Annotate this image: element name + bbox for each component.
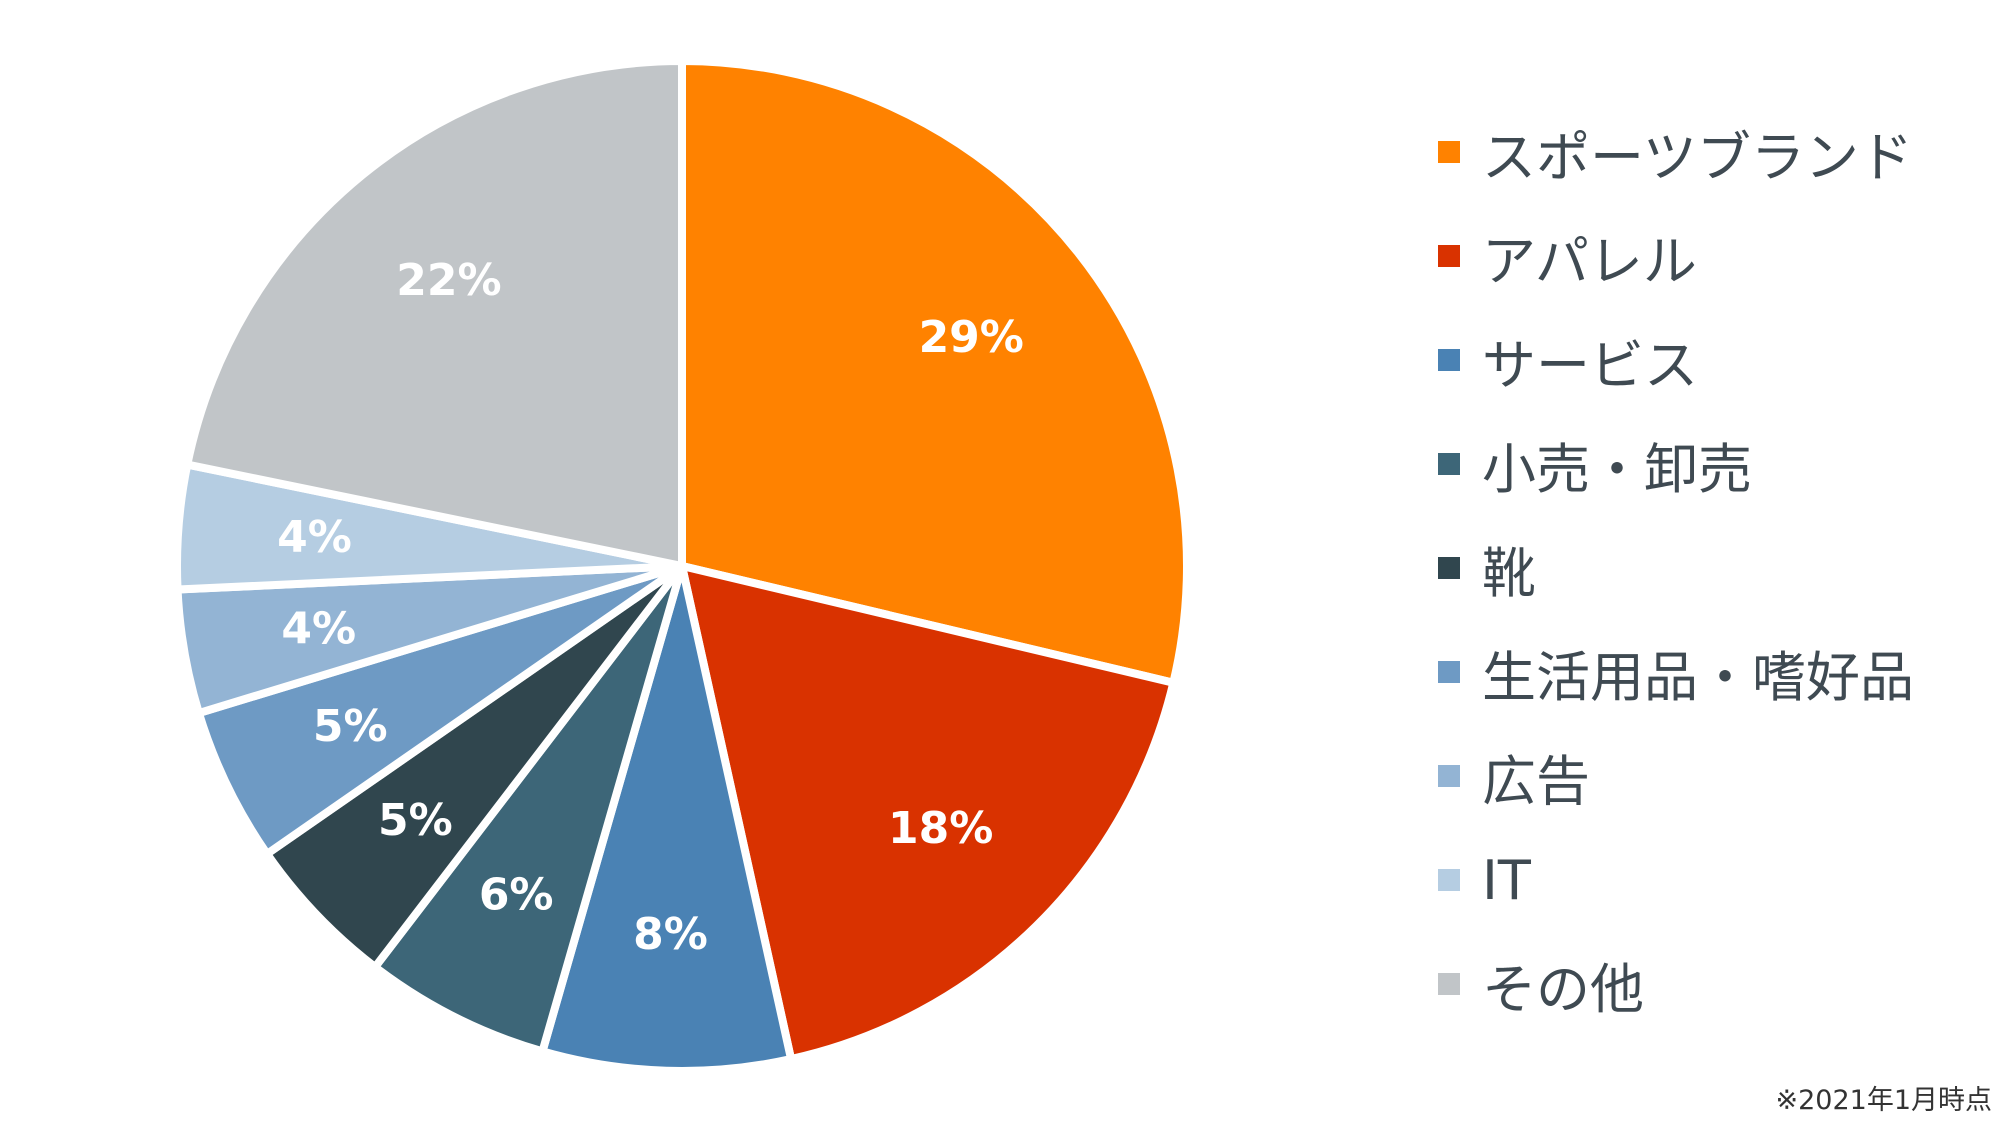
legend-label: アパレル: [1482, 229, 1697, 293]
legend-item: アパレル: [1438, 204, 1978, 308]
pie-value-label: 8%: [633, 909, 708, 960]
pie-value-label: 22%: [396, 255, 501, 306]
pie-value-label: 29%: [919, 312, 1024, 363]
legend-item: 生活用品・嗜好品: [1438, 620, 1978, 724]
legend-item: 靴: [1438, 516, 1978, 620]
legend-label: 生活用品・嗜好品: [1482, 645, 1914, 709]
pie-value-label: 4%: [277, 512, 352, 563]
pie-slice: [371, 562, 686, 1056]
legend-item: 小売・卸売: [1438, 412, 1978, 516]
legend-item: 広告: [1438, 724, 1978, 828]
pie-chart: 29% 18% 8% 6% 5% 5% 4% 4% 22%: [173, 57, 1191, 1075]
legend-item: スポーツブランド: [1438, 100, 1978, 204]
pie-value-label: 18%: [888, 803, 993, 854]
legend-swatch: [1438, 349, 1460, 371]
pie-value-label: 5%: [378, 795, 453, 846]
legend-swatch: [1438, 141, 1460, 163]
legend-swatch: [1438, 765, 1460, 787]
legend-item: サービス: [1438, 308, 1978, 412]
legend-swatch: [1438, 245, 1460, 267]
legend-swatch: [1438, 557, 1460, 579]
pie-value-label: 5%: [313, 701, 388, 752]
legend-swatch: [1438, 973, 1460, 995]
pie-slice: [678, 57, 1191, 687]
legend: スポーツブランド アパレルサービス小売・卸売靴生活用品・嗜好品 広告 IT その他: [1438, 100, 1978, 1036]
pie-value-label: 6%: [479, 870, 554, 921]
legend-label: その他: [1482, 957, 1644, 1021]
pie-value-labels: 29% 18% 8% 6% 5% 5% 4% 4% 22%: [277, 255, 1024, 960]
legend-label: IT: [1482, 848, 1531, 912]
pie-slice: [678, 562, 1178, 1064]
legend-item: IT: [1438, 828, 1978, 932]
legend-label: 靴: [1482, 541, 1536, 605]
legend-label: 小売・卸売: [1482, 437, 1752, 501]
legend-label: スポーツブランド: [1482, 125, 1913, 189]
pie-value-label: 4%: [281, 603, 356, 654]
legend-swatch: [1438, 453, 1460, 475]
footnote: ※2021年1月時点: [1775, 1085, 1992, 1116]
legend-label: サービス: [1482, 333, 1698, 397]
legend-swatch: [1438, 661, 1460, 683]
pie-slice: [538, 562, 796, 1075]
legend-item: その他: [1438, 932, 1978, 1036]
legend-swatch: [1438, 869, 1460, 891]
legend-label: 広告: [1482, 749, 1590, 813]
pie-slice: [183, 57, 686, 570]
pie-slices: [173, 57, 1191, 1075]
